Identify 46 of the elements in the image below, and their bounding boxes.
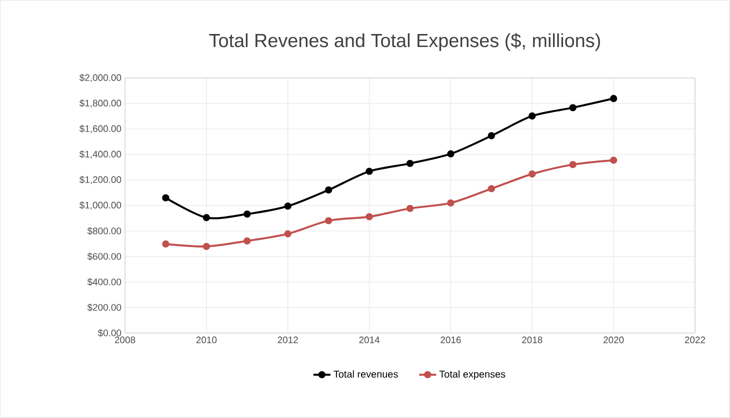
point: [284, 202, 292, 210]
point: [202, 242, 210, 250]
point: [610, 94, 618, 102]
point: [202, 214, 210, 222]
y-tick-label: $1,800.00: [79, 99, 122, 108]
point: [488, 132, 496, 140]
point: [447, 199, 454, 207]
point: [162, 240, 170, 248]
y-tick-label: $1,400.00: [79, 150, 122, 159]
chart-title: Total Revenes and Total Expenses ($, millions): [209, 33, 600, 51]
x-tick-label: 2022: [684, 336, 706, 344]
point: [366, 168, 373, 175]
point: [324, 186, 332, 194]
point: [244, 210, 251, 218]
point: [284, 230, 292, 238]
point: [569, 160, 576, 168]
x-tick-label: 2012: [278, 336, 298, 344]
x-tick-label: 2014: [359, 336, 380, 344]
point: [528, 170, 536, 178]
point: [488, 185, 496, 192]
point: [244, 237, 251, 245]
point: [324, 217, 332, 224]
point: [610, 156, 618, 164]
legend-label: Total revenues: [334, 370, 398, 378]
y-tick-label: $1,000.00: [79, 201, 122, 210]
point: [162, 194, 170, 202]
x-tick-label: 2020: [604, 336, 624, 344]
point: [406, 204, 414, 212]
y-tick-label: $200.00: [87, 304, 122, 312]
point: [447, 150, 454, 158]
y-tick-label: $2,000.00: [79, 74, 122, 82]
x-tick-label: 2016: [440, 336, 461, 344]
y-tick-label: $1,200.00: [79, 176, 122, 184]
point: [528, 112, 536, 120]
x-tick-label: 2018: [522, 336, 542, 344]
y-tick-label: $0.00: [98, 329, 122, 337]
point: [366, 213, 373, 220]
y-tick-label: $400.00: [87, 278, 122, 286]
x-tick-label: 2010: [196, 336, 217, 344]
x-tick-label: 2008: [114, 336, 136, 344]
y-tick-label: $600.00: [87, 252, 122, 260]
point: [406, 160, 414, 168]
legend-label: Total expenses: [439, 370, 506, 380]
y-tick-label: $800.00: [87, 227, 122, 235]
point: [569, 104, 576, 112]
y-tick-label: $1,600.00: [79, 124, 122, 134]
